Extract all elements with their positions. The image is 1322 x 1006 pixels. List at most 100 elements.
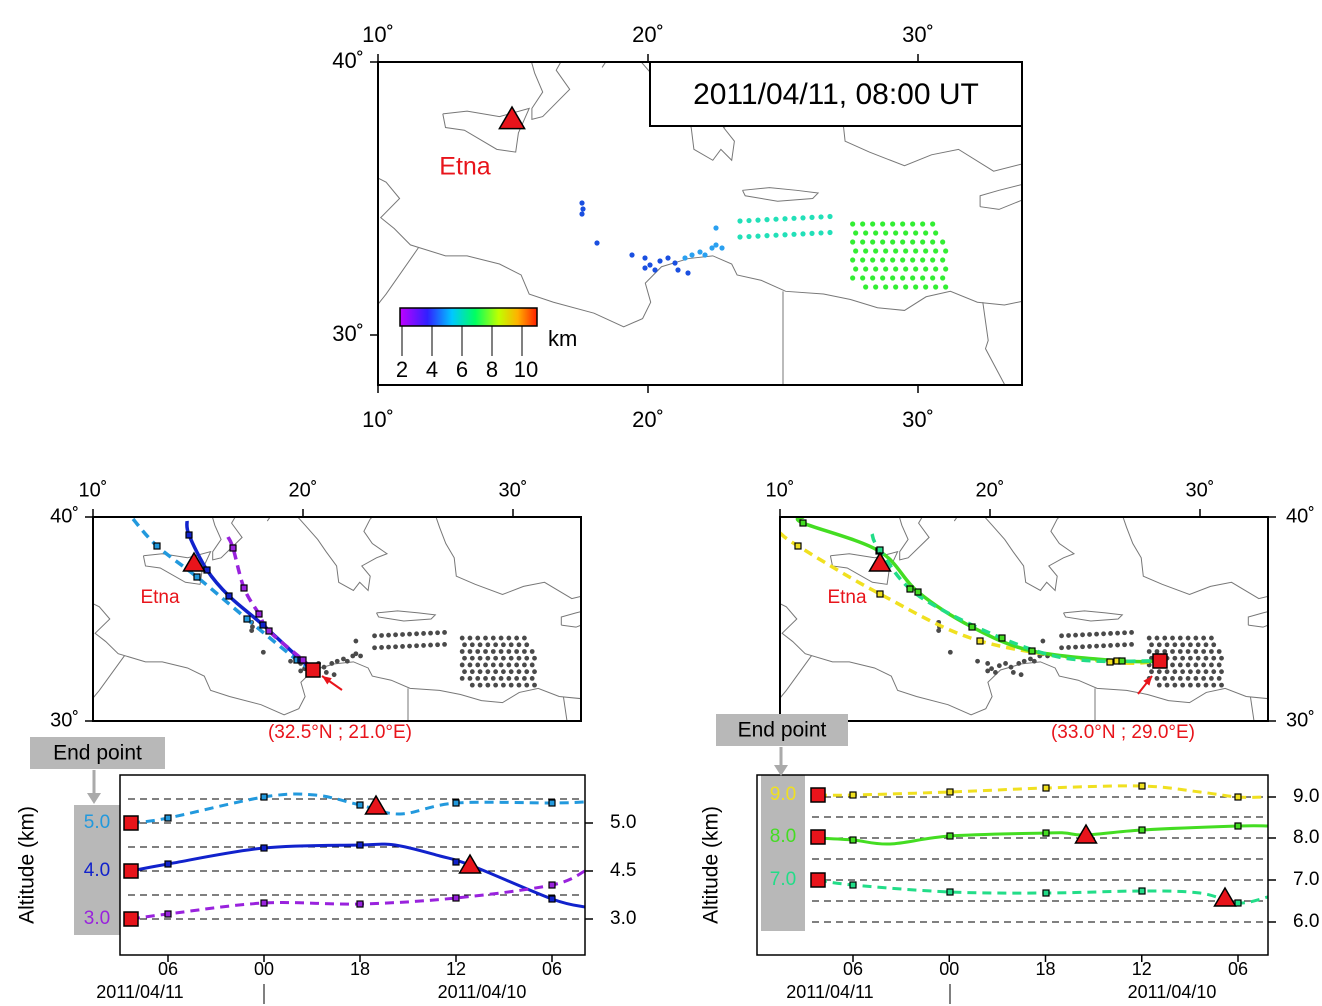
time-label: 06 bbox=[542, 959, 562, 979]
dot bbox=[529, 662, 535, 668]
start-altitude-label: 5.0 bbox=[84, 812, 110, 833]
dot bbox=[428, 642, 433, 648]
dot bbox=[900, 239, 906, 245]
end-point-label: End point bbox=[738, 719, 827, 742]
dot bbox=[514, 649, 520, 654]
time-label: 18 bbox=[1035, 959, 1055, 979]
volcano-label: Etna bbox=[140, 587, 180, 608]
map-content bbox=[780, 517, 1268, 721]
volcano-marker bbox=[364, 794, 388, 815]
lon-tick-label: 10˚ bbox=[362, 407, 394, 432]
dot bbox=[900, 275, 906, 281]
time-label: 06 bbox=[158, 959, 178, 979]
dot bbox=[791, 215, 797, 221]
dot bbox=[490, 676, 496, 681]
lat-tick-label: 40˚ bbox=[332, 48, 364, 73]
dot bbox=[853, 230, 859, 236]
dot bbox=[1211, 682, 1217, 688]
trajectory-point bbox=[260, 899, 268, 907]
map: 10˚ 20˚ 30˚ 40˚ 30˚ Etna (32.5°N ; 21.0°E) bbox=[50, 479, 582, 743]
coastline bbox=[442, 107, 531, 153]
dot bbox=[331, 672, 337, 678]
dot bbox=[1195, 682, 1201, 688]
dot bbox=[1149, 669, 1154, 675]
trajectory-point bbox=[259, 621, 267, 629]
dot bbox=[1201, 676, 1207, 681]
coastline bbox=[297, 517, 389, 592]
coastline bbox=[93, 603, 581, 716]
dot bbox=[860, 257, 866, 263]
trajectory-point bbox=[299, 656, 307, 664]
dot bbox=[764, 217, 770, 223]
lat-tick-label: 30˚ bbox=[332, 321, 364, 346]
trajectory-point bbox=[153, 542, 161, 550]
dot bbox=[860, 275, 866, 281]
dot bbox=[993, 670, 998, 675]
trajectory-point bbox=[452, 894, 460, 902]
dot bbox=[1156, 669, 1162, 675]
dot bbox=[1101, 643, 1106, 649]
dot bbox=[1195, 655, 1201, 661]
dot bbox=[629, 252, 635, 258]
dot bbox=[386, 632, 391, 638]
dot bbox=[462, 655, 467, 661]
trajectory-point bbox=[1138, 782, 1146, 790]
dot bbox=[298, 668, 304, 674]
dot bbox=[1164, 642, 1170, 648]
dot bbox=[647, 262, 653, 268]
dot bbox=[532, 655, 537, 661]
volcano-marker bbox=[458, 853, 482, 874]
end-point-coords: (33.0°N ; 29.0°E) bbox=[1051, 722, 1195, 743]
dot bbox=[1180, 682, 1186, 688]
dot bbox=[642, 265, 648, 271]
dot bbox=[675, 267, 681, 273]
right-tick-label: 9.0 bbox=[1293, 786, 1319, 807]
dot bbox=[883, 266, 889, 272]
trajectory-point bbox=[164, 910, 172, 918]
dot bbox=[890, 221, 896, 227]
axis-title: Altitude (km) bbox=[16, 806, 39, 924]
dot bbox=[475, 676, 481, 681]
start-altitude-label: 4.0 bbox=[84, 860, 110, 881]
dot bbox=[435, 630, 440, 636]
dot bbox=[870, 275, 876, 281]
dot bbox=[485, 642, 491, 648]
dot bbox=[764, 233, 770, 239]
coastline bbox=[562, 696, 568, 721]
dot bbox=[1087, 644, 1092, 649]
dot bbox=[483, 635, 488, 641]
dot bbox=[323, 670, 329, 675]
dot bbox=[873, 284, 879, 290]
dot bbox=[943, 284, 949, 290]
dot bbox=[947, 649, 953, 655]
dot bbox=[506, 635, 512, 641]
dot bbox=[1180, 642, 1186, 648]
dot bbox=[930, 221, 936, 227]
dot bbox=[379, 645, 384, 650]
dot bbox=[863, 266, 869, 272]
date-label: 2011/04/11 bbox=[96, 982, 183, 1002]
dot bbox=[493, 655, 499, 661]
dot bbox=[1066, 633, 1071, 638]
coastline bbox=[376, 610, 437, 622]
dot bbox=[870, 257, 876, 263]
dot bbox=[1059, 645, 1064, 651]
trajectory-point bbox=[968, 623, 976, 631]
dot bbox=[985, 661, 991, 666]
altitude-trajectory bbox=[817, 784, 1268, 799]
dot bbox=[516, 669, 522, 675]
colorbar-tick-label: 2 bbox=[396, 357, 408, 382]
dot bbox=[579, 211, 585, 217]
dot bbox=[475, 662, 481, 668]
dot bbox=[923, 284, 929, 290]
dot bbox=[930, 257, 936, 263]
trajectory-point bbox=[203, 566, 211, 574]
altitude-trajectory bbox=[130, 842, 585, 909]
trajectory-point bbox=[229, 544, 237, 552]
dot bbox=[800, 215, 806, 221]
time-label: 06 bbox=[1228, 959, 1248, 979]
dot bbox=[1101, 631, 1106, 637]
lat-tick-label: 40˚ bbox=[50, 505, 79, 527]
dot bbox=[719, 245, 725, 251]
